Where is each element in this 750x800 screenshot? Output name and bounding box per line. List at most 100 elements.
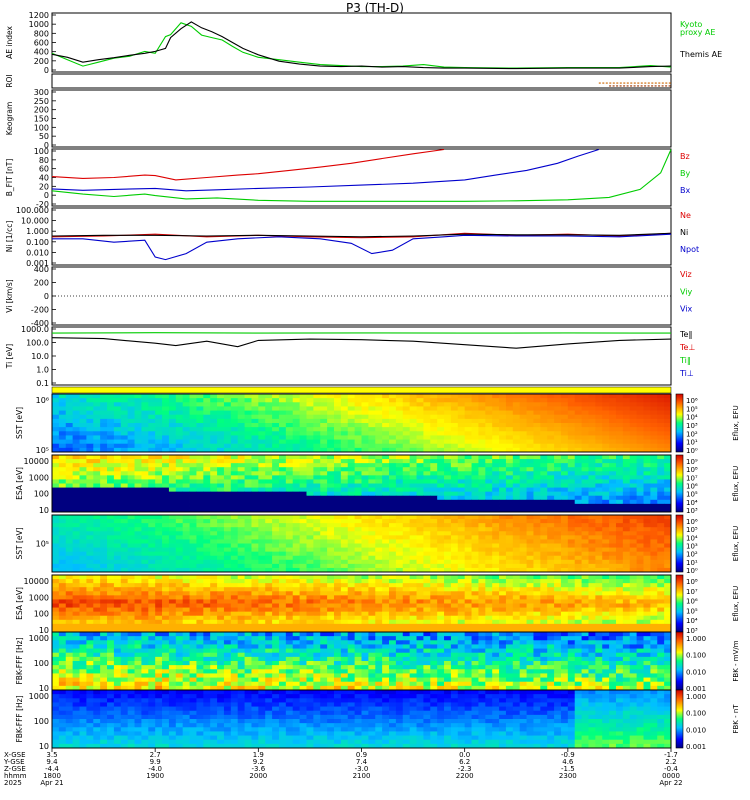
esa-e-cell bbox=[72, 463, 80, 468]
esa-e-cell bbox=[141, 479, 149, 484]
sst-e-cell bbox=[340, 394, 349, 399]
bfield-ylabel: B_FIT [nT] bbox=[5, 159, 14, 197]
sst-e-cell bbox=[368, 427, 376, 432]
esa-e-cell bbox=[230, 475, 239, 480]
sst-e-cell bbox=[189, 418, 197, 424]
esa-i-cell bbox=[382, 587, 390, 592]
sst-i-cell bbox=[327, 539, 335, 544]
sst-i-cell bbox=[168, 531, 177, 536]
sst-e-cell bbox=[52, 406, 60, 411]
sst-i-cell bbox=[168, 551, 177, 557]
esa-i-cell bbox=[636, 607, 644, 613]
esa-i-cell bbox=[505, 599, 514, 604]
esa-e-cell bbox=[492, 471, 500, 476]
esa-i-cell bbox=[299, 587, 307, 592]
esa-i-cell bbox=[609, 595, 617, 600]
sst-e-cell bbox=[79, 447, 87, 453]
sst-i-cell bbox=[230, 515, 239, 520]
esa-e-cell bbox=[107, 503, 115, 509]
sst-i-cell bbox=[478, 563, 486, 569]
esa-i-cell bbox=[643, 575, 651, 580]
sst-i-cell bbox=[636, 563, 644, 569]
esa-i-cell bbox=[629, 587, 638, 592]
sst-i-cell bbox=[423, 563, 431, 569]
sst-e-cell bbox=[409, 427, 417, 432]
sst-e-cell bbox=[223, 435, 232, 440]
sst-i-cell bbox=[602, 555, 610, 561]
sst-e-cell bbox=[168, 427, 177, 432]
sst-i-cell bbox=[567, 567, 576, 573]
esa-e-cell bbox=[285, 455, 294, 460]
sst-i-cell bbox=[382, 567, 390, 573]
esa-i-cell bbox=[657, 595, 665, 600]
esa-e-cell bbox=[505, 487, 514, 493]
sst-i-cell bbox=[347, 515, 356, 520]
esa-e-cell bbox=[450, 475, 459, 480]
sst-e-cell bbox=[478, 423, 486, 428]
sst-i-cell bbox=[444, 567, 452, 573]
sst-i-cell bbox=[664, 543, 672, 548]
esa-e-cell bbox=[258, 507, 266, 513]
sst-i-cell bbox=[347, 567, 356, 573]
sst-e-cell bbox=[643, 414, 651, 420]
esa-i-cell bbox=[258, 599, 266, 604]
sst-i-cell bbox=[485, 559, 493, 565]
sst-i-cell bbox=[664, 551, 672, 557]
esa-i-cell bbox=[581, 615, 589, 621]
ae-ytick: 400 bbox=[34, 48, 49, 57]
esa-i-cell bbox=[444, 587, 452, 592]
esa-e-cell bbox=[79, 487, 87, 493]
sst-i-cell bbox=[505, 519, 514, 524]
esa-e-cell bbox=[505, 475, 514, 480]
sst-e-cell bbox=[327, 414, 335, 420]
sst-i-cell bbox=[127, 567, 135, 573]
sst-i-cell bbox=[244, 543, 252, 548]
sst-e-cell bbox=[327, 427, 335, 432]
bfield-series-bz bbox=[51, 148, 445, 181]
esa-i-cell bbox=[533, 611, 541, 617]
sst-e-cell bbox=[650, 394, 658, 399]
sst-i-cell bbox=[292, 543, 300, 548]
esa-e-cell bbox=[560, 455, 569, 460]
esa-e-cell bbox=[306, 475, 314, 480]
sst-e-cell bbox=[567, 435, 576, 440]
sst-i-cell bbox=[327, 543, 335, 548]
sst-i-cell bbox=[402, 547, 411, 553]
esa-i-cell bbox=[416, 587, 424, 592]
sst-e-cell bbox=[189, 406, 197, 411]
sst-i-cell bbox=[615, 555, 624, 561]
esa-i-cell bbox=[251, 575, 259, 580]
esa-e-cell bbox=[409, 491, 417, 497]
sst-i-cell bbox=[402, 555, 411, 561]
sst-e-cell bbox=[127, 418, 135, 424]
esa-e-cell bbox=[402, 467, 411, 472]
esa-i-cell bbox=[120, 607, 129, 613]
sst-i-cell bbox=[643, 555, 651, 561]
esa-i-cell bbox=[402, 611, 411, 617]
sst-e-cell bbox=[292, 406, 300, 411]
sst-i-cell bbox=[519, 563, 527, 569]
sst-e-cell bbox=[512, 447, 521, 453]
esa-i-cell bbox=[519, 611, 527, 617]
sst-e-colorbar-tick: 10⁵ bbox=[686, 405, 698, 413]
sst-i-cell bbox=[361, 559, 369, 565]
sst-i-cell bbox=[327, 527, 335, 532]
esa-i-cell bbox=[340, 587, 349, 592]
sst-i-cell bbox=[333, 523, 342, 528]
sst-e-cell bbox=[93, 435, 101, 440]
sst-i-cell bbox=[182, 527, 190, 532]
sst-e-cell bbox=[155, 418, 163, 424]
sst-i-cell bbox=[306, 531, 314, 536]
sst-i-cell bbox=[230, 555, 239, 561]
esa-i-cell bbox=[58, 615, 67, 621]
sst-i-cell bbox=[65, 527, 74, 532]
esa-e-cell bbox=[272, 483, 280, 488]
sst-i-cell bbox=[395, 559, 404, 565]
esa-e-cell bbox=[217, 495, 225, 501]
esa-i-cell bbox=[505, 579, 514, 584]
sst-i-cell bbox=[258, 563, 266, 569]
esa-e-cell bbox=[485, 459, 493, 464]
esa-i-cell bbox=[141, 575, 149, 580]
esa-e-cell bbox=[499, 463, 507, 468]
esa-i-cell bbox=[272, 587, 280, 592]
